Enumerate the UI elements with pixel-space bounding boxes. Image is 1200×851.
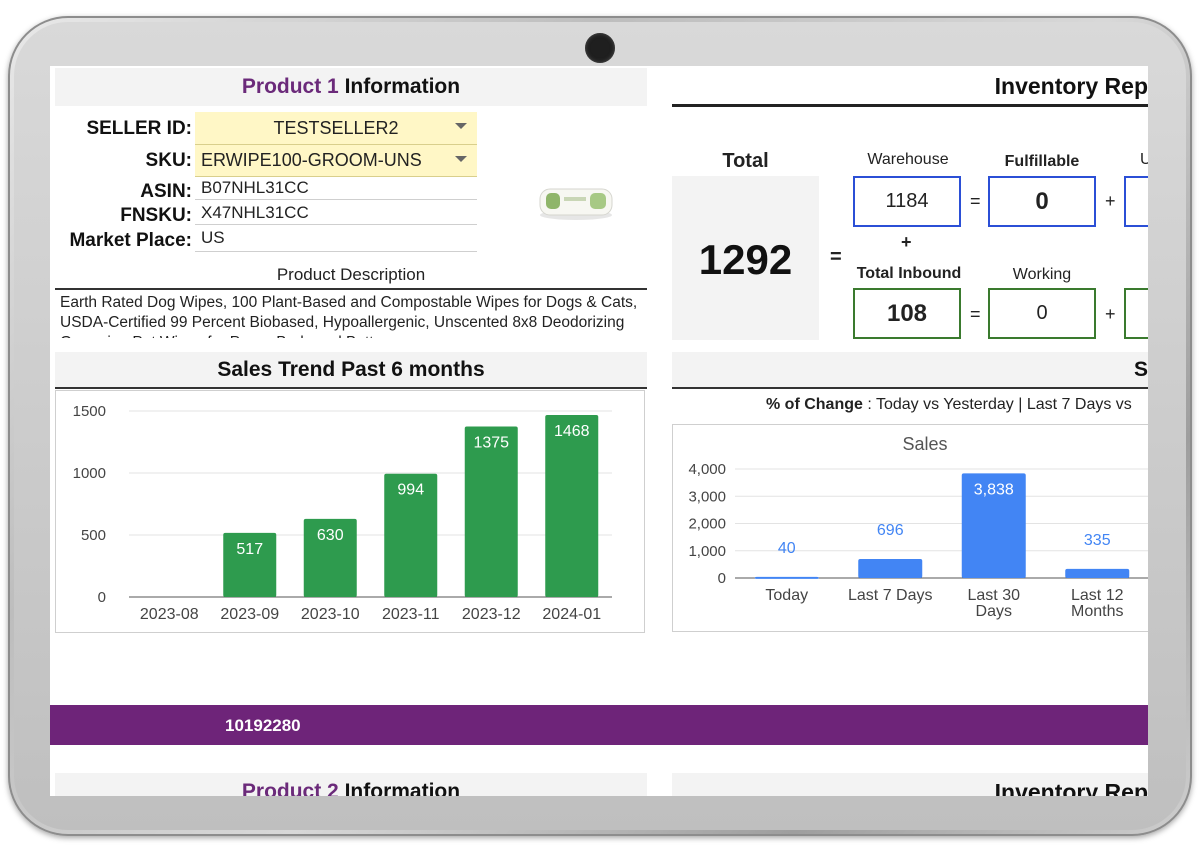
x-tick-label: Days [976,603,1012,620]
bar [384,473,438,597]
seller-id-dropdown[interactable]: TESTSELLER2 [195,112,477,145]
bar [754,576,819,579]
bar [303,518,357,597]
working-label: Working [1012,266,1072,283]
bar [1065,568,1130,578]
bar [464,426,518,597]
product-image [534,171,618,221]
sales-header: S [672,352,1148,389]
product2-inventory-header: Inventory Rep [672,773,1148,796]
separator-bar-id: 10192280 [225,716,301,735]
x-tick-label: 2023-11 [382,606,440,623]
product2-info-header: Product 2 Information [55,773,647,796]
bar-data-label: 517 [236,541,263,558]
product-info-header: Product 1 Information [55,68,647,106]
x-tick-label: 2023-09 [220,606,279,623]
bar-data-label: 1468 [554,423,590,440]
bar [223,532,277,597]
unfulfillable-label: U [1140,151,1148,168]
shipped-value [1124,288,1148,339]
total-equals: = [830,246,842,268]
market-place-label: Market Place: [69,230,192,251]
product-number: Product 1 [241,75,339,98]
fulfillable-plus: + [1105,191,1116,211]
unfulfillable-value [1124,176,1148,227]
chart-title: Sales [902,434,947,454]
x-tick-label: 2023-12 [462,606,521,623]
warehouse-equals: = [970,191,981,211]
sales-chart: Sales 0 1,000 2,000 3,000 4,000 40 Today 696 Last… [672,424,1148,632]
bar-data-label: 3,838 [974,481,1014,498]
bar [545,414,599,597]
seller-id-label: SELLER ID: [86,118,192,139]
working-value: 0 [988,288,1096,339]
x-tick-label: 2024-01 [542,606,601,623]
total-label: Total [722,150,769,172]
fulfillable-label: Fulfillable [1004,153,1080,170]
fnsku-label: FNSKU: [120,205,192,226]
dropdown-arrow-icon [455,156,467,162]
x-tick-label: Last 7 Days [848,587,932,604]
y-tick-label: 500 [81,527,106,544]
bar-data-label: 630 [317,527,344,544]
sku-value: ERWIPE100-GROOM-UNS [201,150,422,170]
warehouse-value: 1184 [853,176,961,227]
inbound-equals: = [970,304,981,324]
bar-data-label: 40 [778,540,796,557]
y-tick-label: 0 [98,589,106,606]
sku-dropdown[interactable]: ERWIPE100-GROOM-UNS [195,145,477,177]
y-tick-label: 1000 [73,465,106,482]
fnsku-value[interactable]: X47NHL31CC [195,203,477,225]
y-tick-label: 2,000 [688,516,726,533]
product2-number: Product 2 [241,780,339,796]
y-tick-label: 0 [718,570,726,587]
bar-data-label: 696 [877,522,904,539]
bar [961,473,1026,578]
total-block [672,176,819,340]
inventory-report-header: Inventory Rep [672,68,1148,107]
market-place-value[interactable]: US [195,228,477,252]
y-tick-label: 3,000 [688,488,726,505]
product-description-text: Earth Rated Dog Wipes, 100 Plant-Based a… [60,294,638,338]
fulfillable-value: 0 [988,176,1096,227]
product-description-title: Product Description [55,262,647,290]
bar-data-label: 1375 [473,435,509,452]
bar [858,559,923,578]
inbound-plus: + [901,232,912,252]
percent-change-text: : Today vs Yesterday | Last 7 Days vs [862,396,1132,413]
y-tick-label: 4,000 [688,461,726,478]
product2-info-label: Information [344,780,461,796]
x-tick-label: 2023-08 [140,606,199,623]
warehouse-label: Warehouse [867,151,949,168]
working-plus: + [1105,304,1116,324]
asin-label: ASIN: [140,181,192,202]
product-info-label: Information [344,75,461,98]
seller-id-value: TESTSELLER2 [273,118,399,138]
spreadsheet-screen: Product 1 Information SELLER ID: TESTSEL… [50,66,1148,796]
x-tick-label: 2023-10 [301,606,360,623]
total-inbound-value: 108 [853,288,961,339]
percent-change-line: % of Change : Today vs Yesterday | Last … [766,396,1132,414]
sku-label: SKU: [145,150,192,171]
x-tick-label: Today [765,587,808,604]
sales-trend-header: Sales Trend Past 6 months [55,352,647,389]
y-tick-label: 1500 [73,403,106,420]
total-value: 1292 [698,236,793,283]
x-tick-label: Months [1071,603,1123,620]
bar-data-label: 335 [1084,532,1111,549]
camera-icon [585,33,615,63]
bar-data-label: 994 [397,482,424,499]
percent-change-label: % of Change [766,396,863,413]
y-tick-label: 1,000 [688,543,726,560]
product-separator-bar: 10192280 [50,705,1148,745]
asin-value[interactable]: B07NHL31CC [195,178,477,200]
total-inbound-label: Total Inbound [856,265,962,282]
sales-trend-chart: 0 500 1000 1500 2023-08 517 2023-09 630 2023-10 9… [55,390,645,633]
dropdown-arrow-icon [455,123,467,129]
x-tick-label: Last 30 [968,587,1021,604]
x-tick-label: Last 12 [1071,587,1124,604]
